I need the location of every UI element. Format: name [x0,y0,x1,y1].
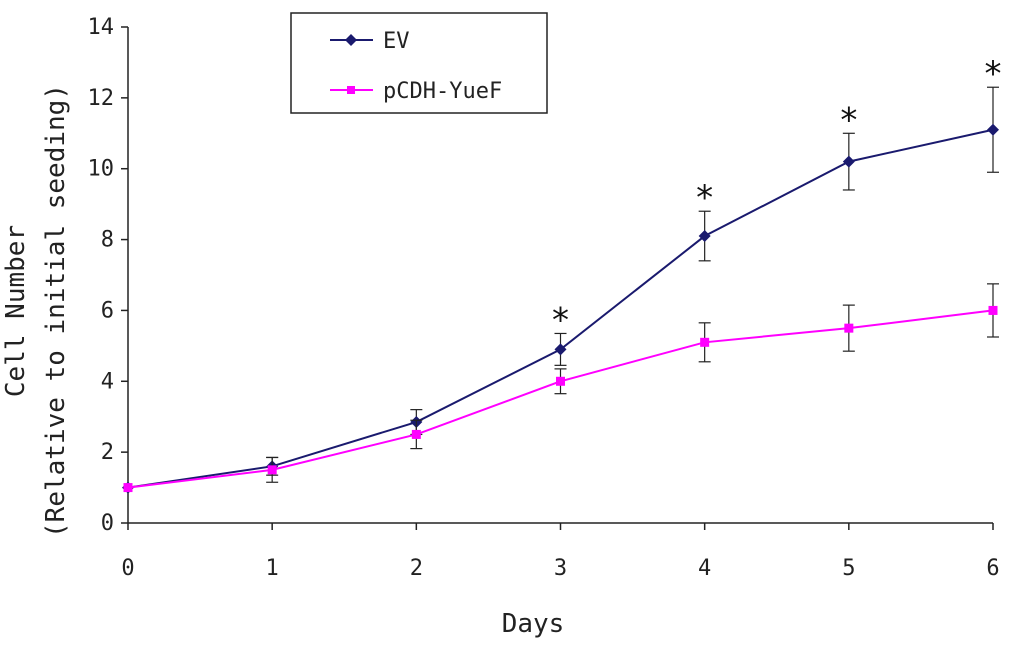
y-tick-label: 0 [101,511,114,536]
significance-star: * [985,54,1002,94]
significance-star: * [696,178,713,218]
legend-label-pcdh: pCDH-YueF [383,79,502,104]
data-point [556,376,565,386]
data-point [411,429,421,439]
y-tick-label: 8 [101,228,114,253]
x-tick-label: 0 [121,556,134,581]
significance-star: * [552,300,569,340]
y-axis-label-line2: (Relative to initial seeding) [41,84,71,538]
x-tick-label: 1 [266,556,279,581]
x-tick-label: 6 [986,556,999,581]
x-axis-label: Days [502,609,565,639]
data-point [844,323,854,333]
x-tick-label: 5 [842,556,855,581]
legend: EV pCDH-YueF [290,12,548,114]
legend-box [290,12,548,114]
data-point [267,465,277,475]
series-pcdh-yuef [123,283,999,493]
data-point [554,343,567,356]
x-tick-label: 4 [698,556,711,581]
y-tick-label: 6 [101,298,114,323]
series-layer [122,86,999,494]
x-tick-label: 3 [554,556,567,581]
data-point [123,483,133,493]
data-point [842,155,855,168]
legend-marker-ev [345,34,357,46]
data-point [698,230,711,243]
legend-marker-pcdh [347,86,355,94]
y-tick-label: 4 [101,369,114,394]
y-tick-label: 2 [101,440,114,465]
y-tick-label: 10 [88,157,115,182]
y-tick-label: 14 [88,15,115,40]
y-tick-label: 12 [88,86,115,111]
legend-label-ev: EV [383,29,410,54]
significance-markers: * * * * [552,54,1002,340]
data-point [988,305,998,315]
y-axis-label-line1: Cell Number [1,225,31,397]
series-ev [122,86,999,494]
significance-star: * [840,100,857,140]
x-tick-label: 2 [410,556,423,581]
data-point [987,123,999,136]
axes [127,27,993,524]
data-point [700,337,710,347]
